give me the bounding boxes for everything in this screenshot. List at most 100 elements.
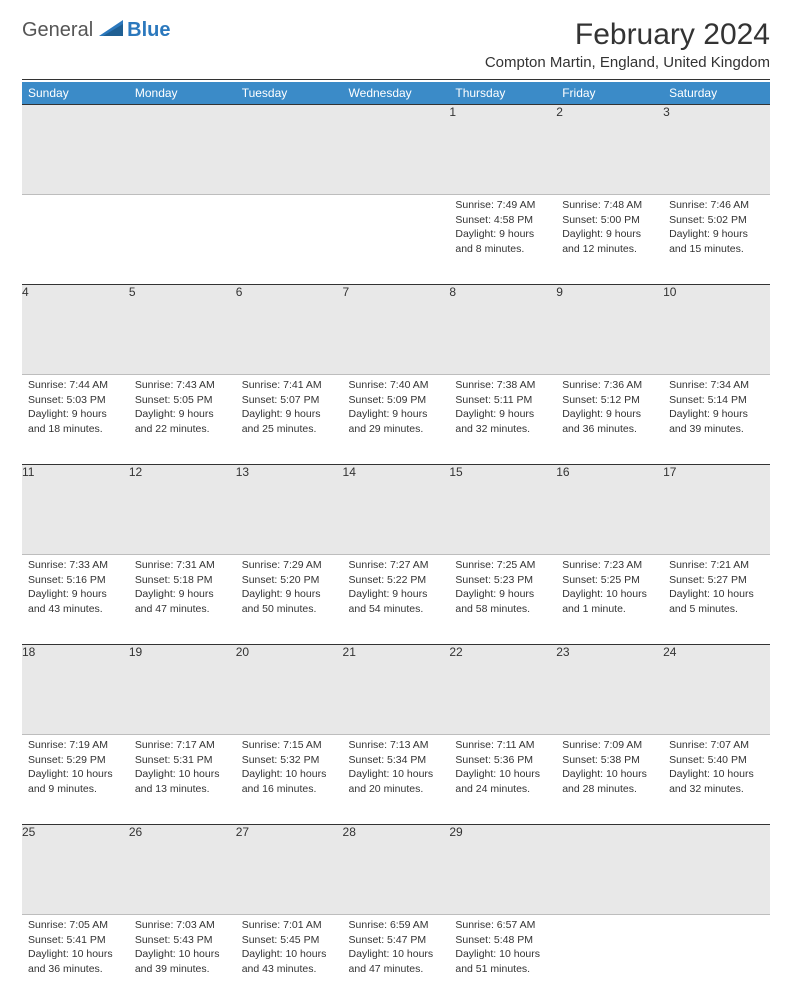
day-content: Sunrise: 7:34 AMSunset: 5:14 PMDaylight:… (663, 375, 770, 443)
day-cell: Sunrise: 7:40 AMSunset: 5:09 PMDaylight:… (343, 375, 450, 465)
day-content: Sunrise: 7:38 AMSunset: 5:11 PMDaylight:… (449, 375, 556, 443)
sunset-line: Sunset: 5:27 PM (669, 573, 764, 588)
day-content: Sunrise: 7:17 AMSunset: 5:31 PMDaylight:… (129, 735, 236, 803)
calendar-table: Sunday Monday Tuesday Wednesday Thursday… (22, 82, 770, 1005)
day-cell: Sunrise: 7:49 AMSunset: 4:58 PMDaylight:… (449, 195, 556, 285)
day-content: Sunrise: 7:49 AMSunset: 4:58 PMDaylight:… (449, 195, 556, 263)
day-number-cell (236, 105, 343, 195)
daylight-line: Daylight: 10 hours and 39 minutes. (135, 947, 230, 976)
week-row: Sunrise: 7:19 AMSunset: 5:29 PM Daylight:… (22, 735, 770, 825)
sunrise-line: Sunrise: 7:38 AM (455, 378, 550, 393)
day-content: Sunrise: 7:15 AMSunset: 5:32 PMDaylight:… (236, 735, 343, 803)
day-cell: Sunrise: 7:03 AMSunset: 5:43 PMDaylight:… (129, 915, 236, 1005)
day-number-cell (22, 105, 129, 195)
day-content: Sunrise: 7:27 AMSunset: 5:22 PMDaylight:… (343, 555, 450, 623)
daylight-line: Daylight: 9 hours and 25 minutes. (242, 407, 337, 436)
day-content: Sunrise: 7:01 AMSunset: 5:45 PMDaylight:… (236, 915, 343, 983)
daylight-line: Daylight: 10 hours and 51 minutes. (455, 947, 550, 976)
day-number-cell: 22 (449, 645, 556, 735)
day-content: Sunrise: 7:23 AMSunset: 5:25 PMDaylight:… (556, 555, 663, 623)
daylight-line: Daylight: 9 hours and 43 minutes. (28, 587, 123, 616)
daylight-line: Daylight: 9 hours and 36 minutes. (562, 407, 657, 436)
day-number-cell: 7 (343, 285, 450, 375)
sunset-line: Sunset: 5:20 PM (242, 573, 337, 588)
day-number-cell: 25 (22, 825, 129, 915)
day-content: Sunrise: 7:11 AMSunset: 5:36 PMDaylight:… (449, 735, 556, 803)
day-cell: Sunrise: 7:29 AMSunset: 5:20 PMDaylight:… (236, 555, 343, 645)
sunrise-line: Sunrise: 7:09 AM (562, 738, 657, 753)
day-number-cell: 12 (129, 465, 236, 555)
day-content: Sunrise: 7:03 AMSunset: 5:43 PMDaylight:… (129, 915, 236, 983)
day-number-cell: 3 (663, 105, 770, 195)
daylight-line: Daylight: 9 hours and 39 minutes. (669, 407, 764, 436)
day-content: Sunrise: 7:19 AMSunset: 5:29 PMDaylight:… (22, 735, 129, 803)
day-content: Sunrise: 7:07 AMSunset: 5:40 PMDaylight:… (663, 735, 770, 803)
week-row: Sunrise: 7:49 AMSunset: 4:58 PM Daylight:… (22, 195, 770, 285)
day-number-cell (556, 825, 663, 915)
daylight-line: Daylight: 10 hours and 1 minute. (562, 587, 657, 616)
sunrise-line: Sunrise: 7:19 AM (28, 738, 123, 753)
sunrise-line: Sunrise: 7:15 AM (242, 738, 337, 753)
day-cell: Sunrise: 7:13 AMSunset: 5:34 PMDaylight:… (343, 735, 450, 825)
sunset-line: Sunset: 5:47 PM (349, 933, 444, 948)
daylight-line: Daylight: 9 hours and 50 minutes. (242, 587, 337, 616)
sunset-line: Sunset: 5:43 PM (135, 933, 230, 948)
daylight-line: Daylight: 10 hours and 20 minutes. (349, 767, 444, 796)
day-content: Sunrise: 7:48 AMSunset: 5:00 PMDaylight:… (556, 195, 663, 263)
daynum-row: 123 (22, 105, 770, 195)
weekday-header: Saturday (663, 82, 770, 105)
daylight-line: Daylight: 9 hours and 22 minutes. (135, 407, 230, 436)
daylight-line: Daylight: 9 hours and 58 minutes. (455, 587, 550, 616)
sunset-line: Sunset: 4:58 PM (455, 213, 550, 228)
day-cell: Sunrise: 7:25 AMSunset: 5:23 PMDaylight:… (449, 555, 556, 645)
day-content: Sunrise: 7:46 AMSunset: 5:02 PMDaylight:… (663, 195, 770, 263)
sunset-line: Sunset: 5:29 PM (28, 753, 123, 768)
day-cell: Sunrise: 7:17 AMSunset: 5:31 PMDaylight:… (129, 735, 236, 825)
day-cell (129, 195, 236, 285)
day-number-cell (343, 105, 450, 195)
day-cell: Sunrise: 7:27 AMSunset: 5:22 PMDaylight:… (343, 555, 450, 645)
day-cell: Sunrise: 7:36 AMSunset: 5:12 PMDaylight:… (556, 375, 663, 465)
day-content: Sunrise: 7:33 AMSunset: 5:16 PMDaylight:… (22, 555, 129, 623)
day-number-cell: 6 (236, 285, 343, 375)
sunset-line: Sunset: 5:12 PM (562, 393, 657, 408)
day-cell: Sunrise: 7:46 AMSunset: 5:02 PMDaylight:… (663, 195, 770, 285)
sunrise-line: Sunrise: 7:13 AM (349, 738, 444, 753)
weekday-header: Sunday (22, 82, 129, 105)
sunset-line: Sunset: 5:05 PM (135, 393, 230, 408)
sunrise-line: Sunrise: 7:33 AM (28, 558, 123, 573)
sunset-line: Sunset: 5:02 PM (669, 213, 764, 228)
day-cell: Sunrise: 7:33 AMSunset: 5:16 PMDaylight:… (22, 555, 129, 645)
sunset-line: Sunset: 5:16 PM (28, 573, 123, 588)
sunset-line: Sunset: 5:00 PM (562, 213, 657, 228)
weekday-header: Friday (556, 82, 663, 105)
sunset-line: Sunset: 5:38 PM (562, 753, 657, 768)
daylight-line: Daylight: 10 hours and 43 minutes. (242, 947, 337, 976)
sunrise-line: Sunrise: 7:40 AM (349, 378, 444, 393)
sunrise-line: Sunrise: 7:48 AM (562, 198, 657, 213)
daynum-row: 18192021222324 (22, 645, 770, 735)
day-cell: Sunrise: 7:38 AMSunset: 5:11 PMDaylight:… (449, 375, 556, 465)
sunrise-line: Sunrise: 7:07 AM (669, 738, 764, 753)
day-cell: Sunrise: 7:15 AMSunset: 5:32 PMDaylight:… (236, 735, 343, 825)
page-title: February 2024 (485, 18, 770, 52)
logo: General Blue (22, 18, 171, 43)
daylight-line: Daylight: 10 hours and 47 minutes. (349, 947, 444, 976)
sunset-line: Sunset: 5:36 PM (455, 753, 550, 768)
sunrise-line: Sunrise: 7:49 AM (455, 198, 550, 213)
daynum-row: 45678910 (22, 285, 770, 375)
sunrise-line: Sunrise: 7:41 AM (242, 378, 337, 393)
daylight-line: Daylight: 9 hours and 47 minutes. (135, 587, 230, 616)
day-cell: Sunrise: 7:05 AMSunset: 5:41 PMDaylight:… (22, 915, 129, 1005)
sunset-line: Sunset: 5:23 PM (455, 573, 550, 588)
daylight-line: Daylight: 9 hours and 12 minutes. (562, 227, 657, 256)
daylight-line: Daylight: 10 hours and 24 minutes. (455, 767, 550, 796)
day-cell: Sunrise: 7:34 AMSunset: 5:14 PMDaylight:… (663, 375, 770, 465)
sunrise-line: Sunrise: 7:23 AM (562, 558, 657, 573)
sunset-line: Sunset: 5:07 PM (242, 393, 337, 408)
day-content: Sunrise: 7:44 AMSunset: 5:03 PMDaylight:… (22, 375, 129, 443)
day-number-cell: 29 (449, 825, 556, 915)
day-cell: Sunrise: 6:59 AMSunset: 5:47 PMDaylight:… (343, 915, 450, 1005)
day-cell: Sunrise: 7:44 AMSunset: 5:03 PMDaylight:… (22, 375, 129, 465)
sunset-line: Sunset: 5:41 PM (28, 933, 123, 948)
